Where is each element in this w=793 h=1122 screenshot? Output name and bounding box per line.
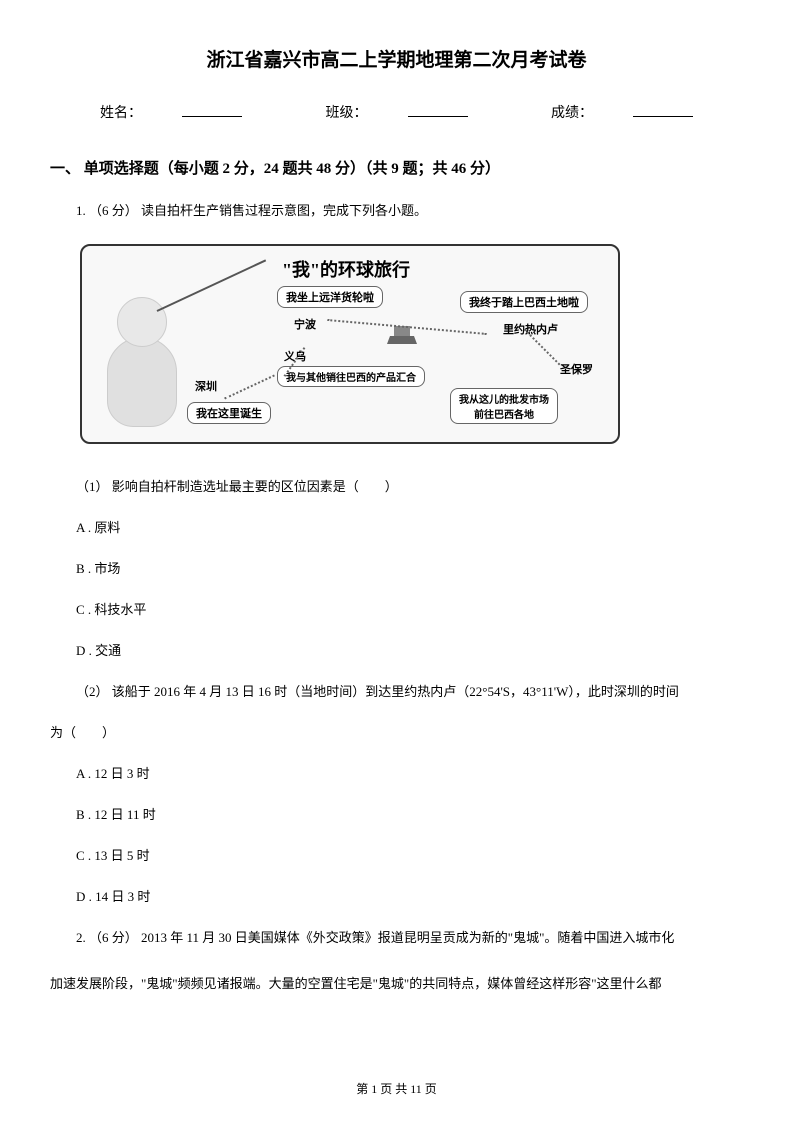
q1-sub1-b: B . 市场 xyxy=(50,556,743,582)
label-born: 我在这里诞生 xyxy=(187,402,271,424)
q1-sub2-b: B . 12 日 11 时 xyxy=(50,802,743,828)
name-label: 姓名： xyxy=(100,106,142,121)
section-heading: 一、 单项选择题（每小题 2 分，24 题共 48 分）（共 9 题；共 46 … xyxy=(50,157,743,178)
q2-stem-p1: 2. （6 分） 2013 年 11 月 30 日美国媒体《外交政策》报道昆明呈… xyxy=(50,925,743,951)
q1-stem: 1. （6 分） 读自拍杆生产销售过程示意图，完成下列各小题。 xyxy=(50,198,743,224)
city-saopaulo: 圣保罗 xyxy=(560,361,593,377)
score-label: 成绩： xyxy=(551,106,593,121)
q1-sub1-a: A . 原料 xyxy=(50,515,743,541)
q1-sub1: （1） 影响自拍杆制造选址最主要的区位因素是（ ） xyxy=(50,474,743,500)
figure-title: "我"的环球旅行 xyxy=(282,256,410,282)
score-blank[interactable] xyxy=(633,116,693,117)
class-blank[interactable] xyxy=(408,116,468,117)
q1-sub2-c: C . 13 日 5 时 xyxy=(50,843,743,869)
info-line: 姓名： 班级： 成绩： xyxy=(50,102,743,122)
selfie-stick-icon xyxy=(157,259,267,312)
class-label: 班级： xyxy=(326,106,368,121)
q1-sub2-p2: 为（ ） xyxy=(50,720,743,746)
q1-sub1-c: C . 科技水平 xyxy=(50,597,743,623)
label-yiwu: 我与其他销往巴西的产品汇合 xyxy=(277,366,425,387)
label-land: 我终于踏上巴西土地啦 xyxy=(460,291,588,313)
q1-sub1-d: D . 交通 xyxy=(50,638,743,664)
q1-sub2-p1: （2） 该船于 2016 年 4 月 13 日 16 时（当地时间）到达里约热内… xyxy=(50,679,743,705)
city-ningbo: 宁波 xyxy=(294,316,316,332)
name-blank[interactable] xyxy=(182,116,242,117)
page-title: 浙江省嘉兴市高二上学期地理第二次月考试卷 xyxy=(50,45,743,72)
page-footer: 第 1 页 共 11 页 xyxy=(0,1080,793,1097)
city-shenzhen: 深圳 xyxy=(195,378,217,394)
label-ship: 我坐上远洋货轮啦 xyxy=(277,286,383,308)
person-icon xyxy=(97,297,187,427)
q1-sub2-a: A . 12 日 3 时 xyxy=(50,761,743,787)
q2-stem-p2: 加速发展阶段，"鬼城"频频见诸报端。大量的空置住宅是"鬼城"的共同特点，媒体曾经… xyxy=(50,971,743,997)
path1 xyxy=(224,374,275,399)
q1-sub2-d: D . 14 日 3 时 xyxy=(50,884,743,910)
label-wholesale: 我从这儿的批发市场 前往巴西各地 xyxy=(450,388,558,424)
q1-figure: "我"的环球旅行 我在这里诞生 我坐上远洋货轮啦 我与其他销往巴西的产品汇合 我… xyxy=(80,244,620,444)
